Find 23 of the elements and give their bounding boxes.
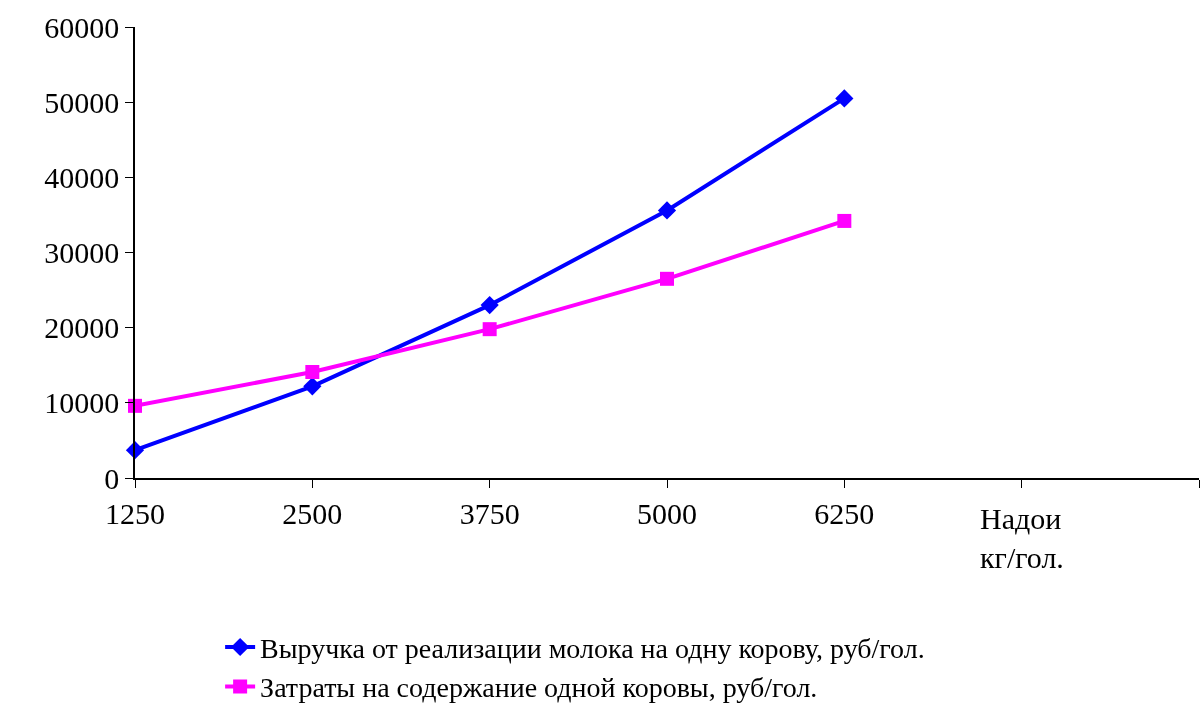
y-tick-label: 40000 [44,160,120,194]
y-tick-label: 20000 [44,311,120,345]
point [303,377,322,396]
y-tick-label: 10000 [44,386,120,420]
point [482,322,497,337]
y-tick-label: 50000 [44,85,120,119]
x-tick-label: 3750 [459,496,520,530]
x-axis-title: Надои кг/гол. [980,502,1064,574]
point [657,201,677,220]
y-tick-label: 0 [104,461,120,495]
x-tick-label: 1250 [105,496,165,530]
point [837,213,852,228]
point [835,89,854,108]
legend-label: Выручка от реализации молока на одну корову, руб/гол. [260,632,925,664]
point [305,365,320,380]
x-tick-label: 6250 [814,496,875,530]
y-tick-label: 30000 [44,236,120,269]
point [660,271,674,286]
y-tick-label: 60000 [44,10,120,44]
x-tick-label: 5000 [637,496,697,530]
x-tick-label: 2500 [282,496,343,530]
point [480,296,499,315]
legend-label: Затраты на содержание одной коровы, руб/гол. [260,672,818,704]
